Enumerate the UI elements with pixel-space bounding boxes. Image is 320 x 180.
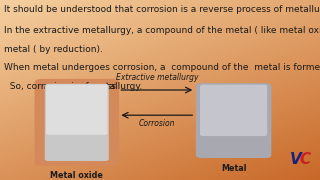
Text: reverse process: reverse process — [44, 82, 116, 91]
FancyBboxPatch shape — [35, 79, 119, 166]
Text: Metal: Metal — [221, 164, 246, 173]
Text: In the extractive metallurgy, a compound of the metal ( like metal oxide) will b: In the extractive metallurgy, a compound… — [4, 26, 320, 35]
Text: C: C — [299, 152, 310, 167]
Text: It should be understood that corrosion is a reverse process of metallurgy.: It should be understood that corrosion i… — [4, 5, 320, 14]
Text: V: V — [290, 152, 302, 167]
Text: Extractive metallurgy: Extractive metallurgy — [116, 73, 198, 82]
Text: So, corrosion is a: So, corrosion is a — [4, 82, 90, 91]
Text: Corrosion: Corrosion — [139, 119, 175, 128]
Text: metal ( by reduction).: metal ( by reduction). — [4, 45, 103, 54]
FancyBboxPatch shape — [200, 85, 267, 136]
FancyBboxPatch shape — [45, 84, 109, 161]
FancyBboxPatch shape — [196, 83, 271, 158]
Text: of metallurgy.: of metallurgy. — [77, 82, 143, 91]
Text: When metal undergoes corrosion, a  compound of the  metal is formed.: When metal undergoes corrosion, a compou… — [4, 63, 320, 72]
Text: Metal oxide: Metal oxide — [50, 171, 103, 180]
FancyBboxPatch shape — [46, 85, 108, 135]
